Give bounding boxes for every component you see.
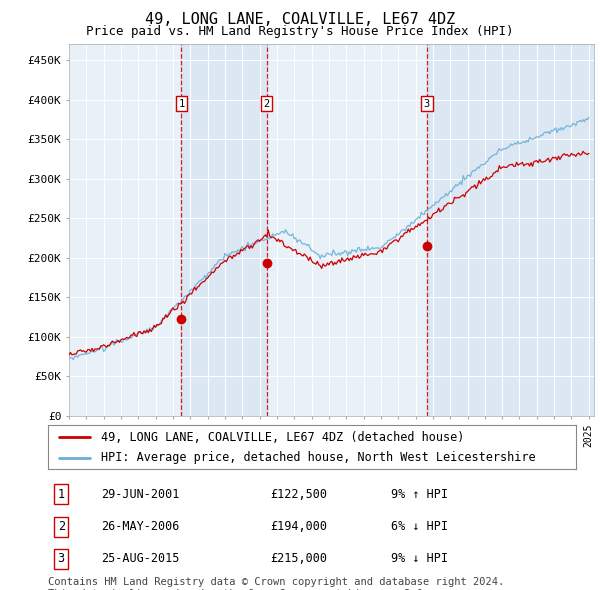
Text: 49, LONG LANE, COALVILLE, LE67 4DZ (detached house): 49, LONG LANE, COALVILLE, LE67 4DZ (deta… bbox=[101, 431, 464, 444]
Text: £215,000: £215,000 bbox=[270, 552, 327, 565]
Text: Contains HM Land Registry data © Crown copyright and database right 2024.
This d: Contains HM Land Registry data © Crown c… bbox=[48, 577, 504, 590]
Text: 9% ↑ HPI: 9% ↑ HPI bbox=[391, 488, 448, 501]
Text: 3: 3 bbox=[58, 552, 65, 565]
Bar bbox=[181, 44, 266, 416]
Text: 2: 2 bbox=[58, 520, 65, 533]
Text: HPI: Average price, detached house, North West Leicestershire: HPI: Average price, detached house, Nort… bbox=[101, 451, 535, 464]
Text: 3: 3 bbox=[424, 99, 430, 109]
Bar bbox=[427, 44, 594, 416]
Text: 1: 1 bbox=[178, 99, 185, 109]
Text: £194,000: £194,000 bbox=[270, 520, 327, 533]
Text: 9% ↓ HPI: 9% ↓ HPI bbox=[391, 552, 448, 565]
Text: 2: 2 bbox=[263, 99, 269, 109]
Text: 29-JUN-2001: 29-JUN-2001 bbox=[101, 488, 179, 501]
Text: 26-MAY-2006: 26-MAY-2006 bbox=[101, 520, 179, 533]
Text: 49, LONG LANE, COALVILLE, LE67 4DZ: 49, LONG LANE, COALVILLE, LE67 4DZ bbox=[145, 12, 455, 27]
Text: 25-AUG-2015: 25-AUG-2015 bbox=[101, 552, 179, 565]
Text: 6% ↓ HPI: 6% ↓ HPI bbox=[391, 520, 448, 533]
Text: £122,500: £122,500 bbox=[270, 488, 327, 501]
Text: Price paid vs. HM Land Registry's House Price Index (HPI): Price paid vs. HM Land Registry's House … bbox=[86, 25, 514, 38]
Text: 1: 1 bbox=[58, 488, 65, 501]
